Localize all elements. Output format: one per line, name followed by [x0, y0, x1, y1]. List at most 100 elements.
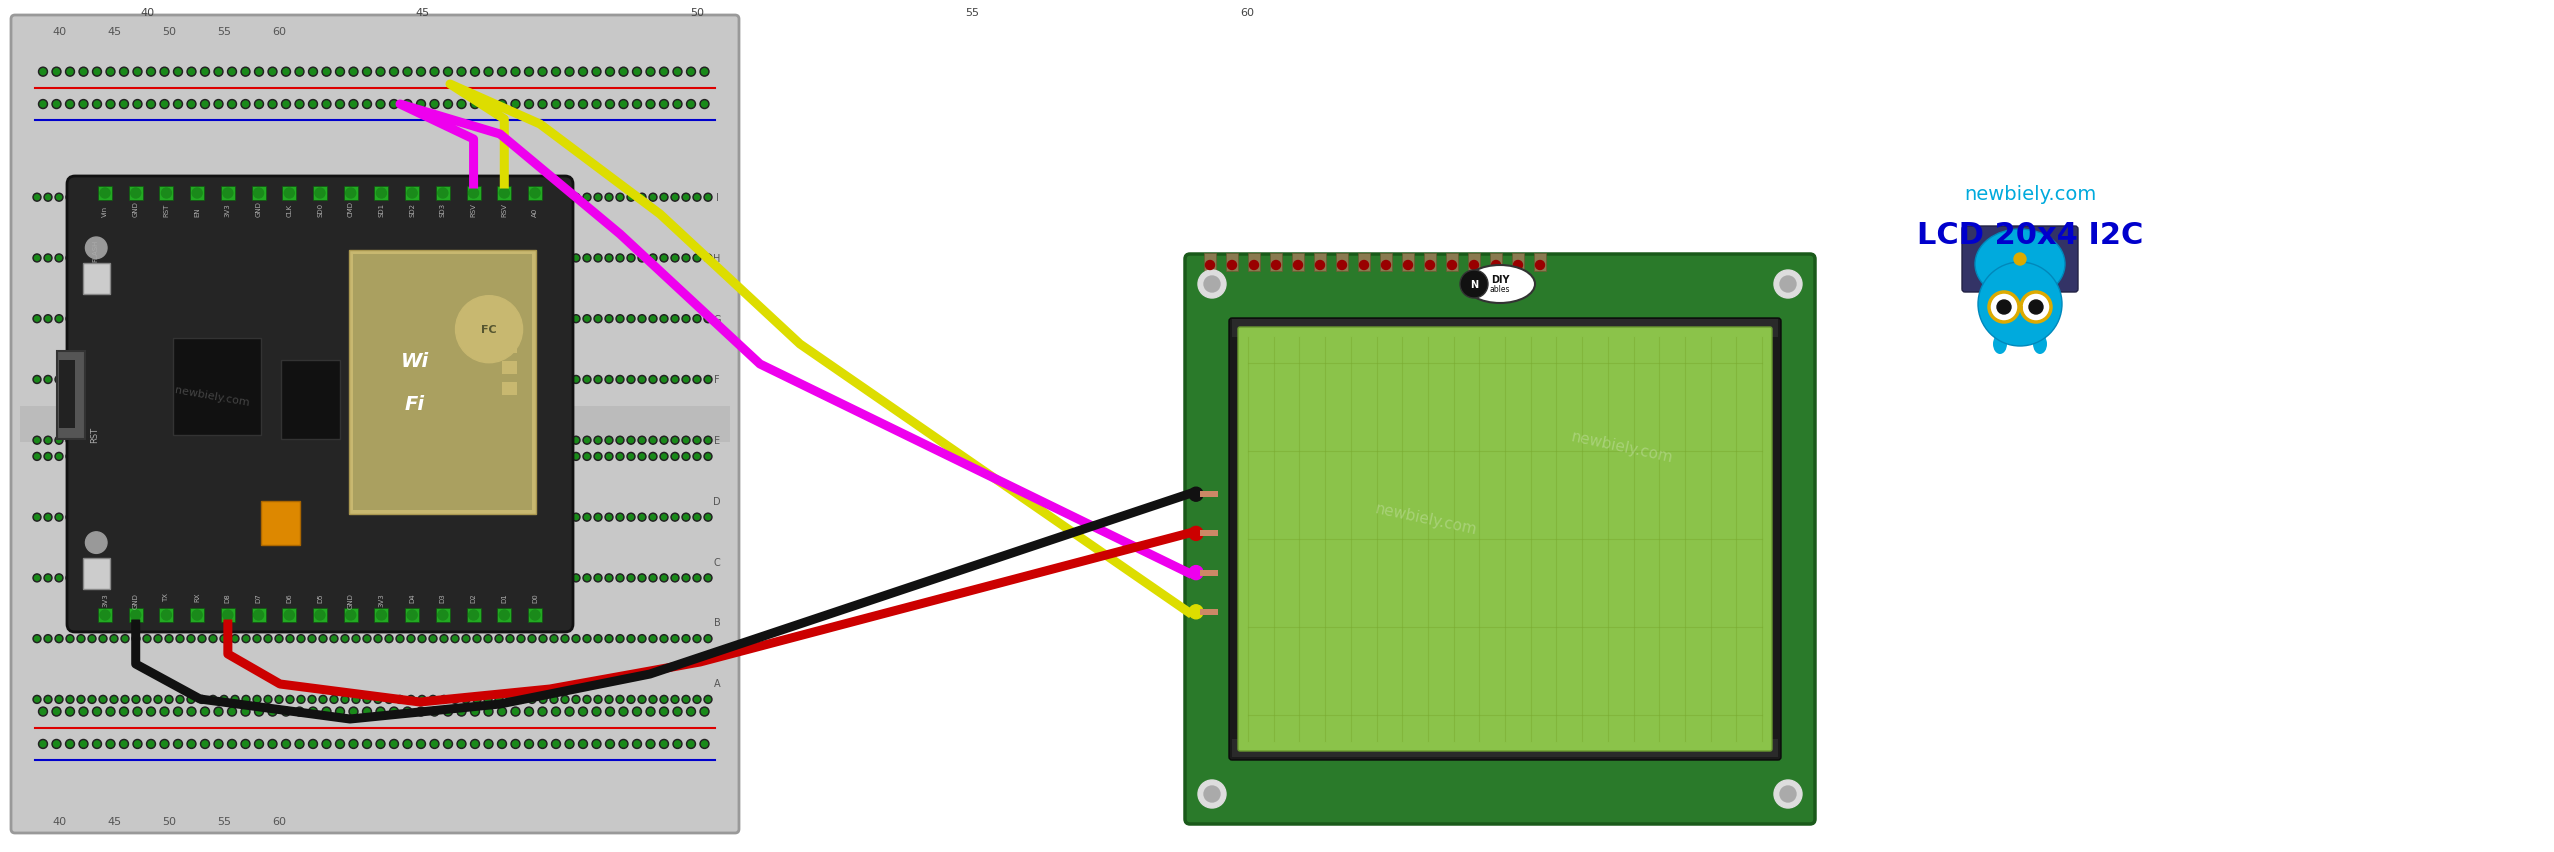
Circle shape [409, 438, 414, 443]
Text: GND: GND [255, 201, 261, 216]
Circle shape [605, 697, 610, 702]
Circle shape [452, 574, 460, 582]
Circle shape [33, 453, 41, 461]
Circle shape [46, 438, 51, 443]
Text: newbiely.com: newbiely.com [1964, 185, 2097, 204]
Circle shape [386, 515, 391, 520]
Circle shape [309, 376, 317, 384]
Circle shape [335, 101, 345, 109]
Circle shape [672, 377, 677, 383]
Circle shape [120, 255, 130, 262]
Circle shape [485, 635, 493, 643]
Circle shape [516, 453, 526, 461]
Circle shape [485, 256, 490, 262]
Circle shape [562, 636, 567, 642]
Circle shape [419, 454, 424, 459]
Circle shape [628, 377, 633, 383]
Circle shape [692, 574, 700, 582]
Circle shape [444, 101, 452, 109]
Circle shape [296, 68, 304, 77]
Circle shape [66, 515, 72, 520]
Circle shape [87, 514, 97, 521]
Circle shape [391, 102, 396, 108]
Circle shape [110, 453, 117, 461]
Circle shape [230, 437, 240, 445]
Circle shape [281, 68, 291, 77]
Circle shape [176, 377, 181, 383]
Circle shape [1228, 262, 1236, 270]
Circle shape [220, 194, 227, 202]
Circle shape [452, 315, 460, 323]
Circle shape [1535, 262, 1545, 270]
Circle shape [409, 454, 414, 459]
Text: 40: 40 [140, 8, 153, 18]
Circle shape [687, 709, 695, 715]
Circle shape [470, 68, 480, 77]
Circle shape [470, 707, 480, 717]
Circle shape [153, 376, 161, 384]
Circle shape [439, 437, 447, 445]
Bar [59, 360, 74, 429]
Circle shape [176, 194, 184, 202]
Circle shape [255, 515, 261, 520]
Circle shape [608, 741, 613, 747]
Text: SD2: SD2 [409, 203, 416, 216]
Circle shape [618, 636, 623, 642]
Circle shape [472, 102, 478, 108]
Circle shape [33, 376, 41, 384]
Circle shape [112, 576, 117, 581]
Circle shape [186, 101, 197, 109]
Circle shape [386, 576, 391, 581]
Circle shape [562, 514, 570, 521]
Circle shape [186, 437, 194, 445]
Circle shape [232, 515, 238, 520]
Circle shape [695, 377, 700, 383]
Circle shape [460, 102, 465, 108]
Circle shape [319, 514, 327, 521]
Circle shape [222, 317, 227, 322]
Circle shape [705, 255, 713, 262]
Circle shape [549, 514, 557, 521]
Circle shape [232, 454, 238, 459]
Circle shape [659, 255, 669, 262]
Circle shape [33, 695, 41, 704]
Circle shape [199, 195, 204, 200]
Circle shape [419, 635, 427, 643]
Bar [261, 501, 301, 545]
Circle shape [628, 697, 633, 702]
Circle shape [470, 740, 480, 749]
Circle shape [485, 102, 490, 108]
Circle shape [243, 102, 248, 108]
Circle shape [199, 514, 207, 521]
Circle shape [439, 514, 447, 521]
Circle shape [363, 255, 370, 262]
Circle shape [554, 70, 559, 76]
Circle shape [506, 376, 513, 384]
Circle shape [442, 454, 447, 459]
Circle shape [529, 195, 534, 200]
Circle shape [54, 70, 59, 76]
Bar [1292, 254, 1305, 272]
Text: 50: 50 [161, 816, 176, 826]
Circle shape [539, 255, 547, 262]
Circle shape [146, 454, 151, 459]
Text: D5: D5 [317, 592, 322, 602]
Circle shape [153, 635, 161, 643]
Circle shape [626, 514, 636, 521]
Circle shape [661, 70, 667, 76]
Text: Fi: Fi [404, 394, 424, 413]
Circle shape [508, 697, 513, 702]
Circle shape [56, 377, 61, 383]
Circle shape [562, 454, 567, 459]
Circle shape [337, 709, 342, 715]
Circle shape [605, 515, 610, 520]
Circle shape [120, 707, 128, 717]
Circle shape [243, 454, 248, 459]
Circle shape [143, 574, 151, 582]
Circle shape [332, 256, 337, 262]
Circle shape [467, 610, 478, 620]
Circle shape [404, 741, 411, 747]
Circle shape [687, 707, 695, 717]
Circle shape [120, 514, 130, 521]
Circle shape [161, 101, 169, 109]
